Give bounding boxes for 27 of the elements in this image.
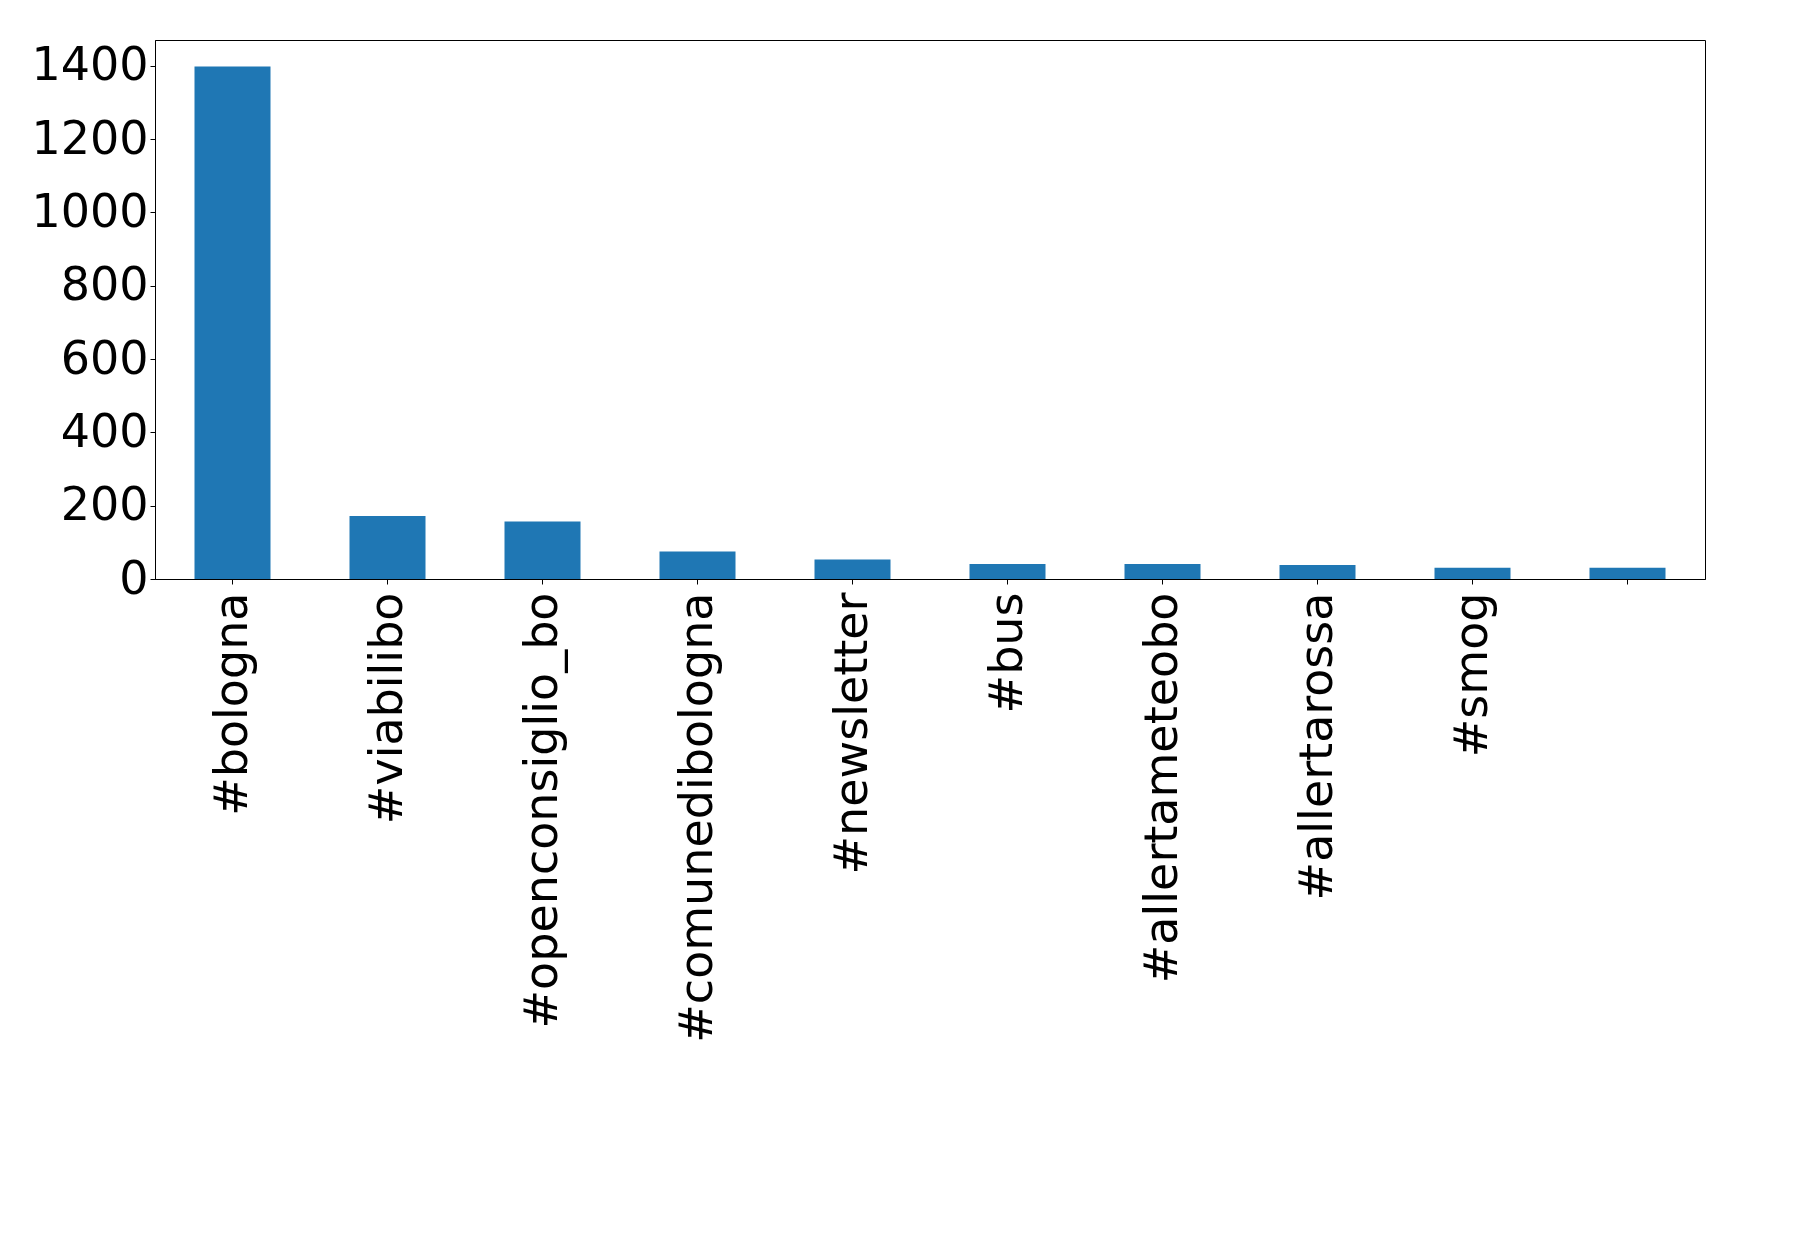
bar <box>1589 567 1666 579</box>
bar <box>194 66 271 579</box>
x-tick-label: #comunedibologna <box>668 592 723 1043</box>
x-tick-label: #openconsiglio_bo <box>513 592 568 1029</box>
y-tick-label: 800 <box>60 257 149 312</box>
bar <box>504 521 581 579</box>
y-tick-label: 200 <box>60 477 149 532</box>
y-tick-label: 1400 <box>31 37 149 92</box>
x-tick-label: #bus <box>978 592 1033 714</box>
x-tick-label: #allertarossa <box>1288 592 1343 901</box>
bar <box>969 563 1046 579</box>
x-tick-label: #bologna <box>203 592 258 816</box>
bar <box>659 551 736 579</box>
bar <box>1434 567 1511 579</box>
y-tick-label: 400 <box>60 403 149 458</box>
y-tick-label: 1200 <box>31 110 149 165</box>
x-tick-label: #smog <box>1443 592 1498 758</box>
bar <box>814 559 891 579</box>
bar <box>349 515 426 579</box>
x-tick-label: #allertameteobo <box>1133 592 1188 984</box>
bar <box>1279 565 1356 579</box>
x-tick-label: #viabilibo <box>358 592 413 825</box>
bar <box>1124 563 1201 579</box>
x-tick-label: #newsletter <box>823 592 878 875</box>
y-tick-label: 600 <box>60 330 149 385</box>
y-tick-label: 1000 <box>31 183 149 238</box>
y-tick-label: 0 <box>119 550 149 605</box>
